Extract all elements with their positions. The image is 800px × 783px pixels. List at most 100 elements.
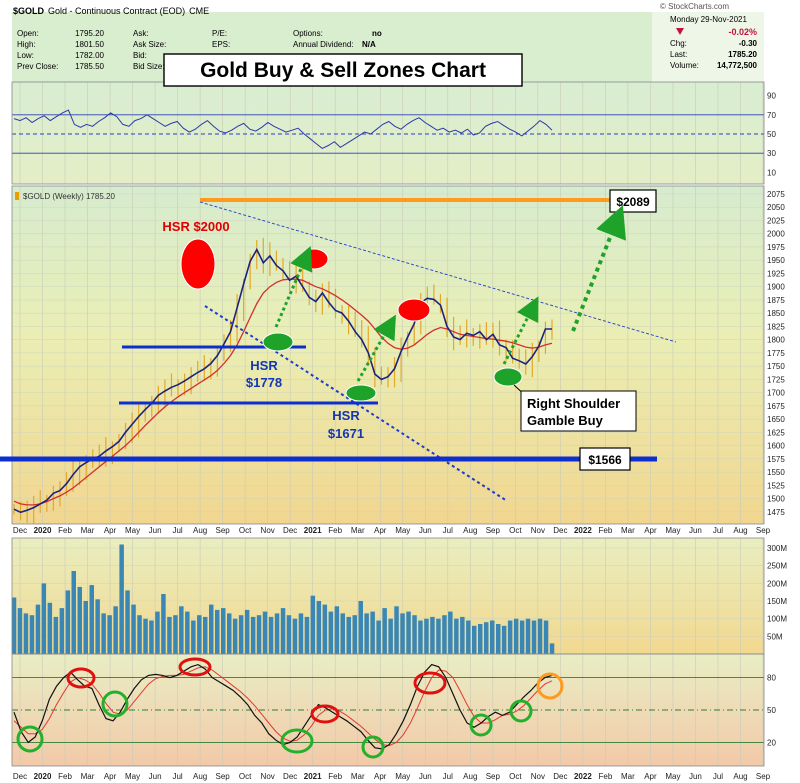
volume-bar-27 <box>173 615 178 654</box>
legend-swatch <box>15 192 19 200</box>
vol-y-tick-3: 150M <box>767 597 787 606</box>
price-y-tick-4: 1975 <box>767 243 785 252</box>
volume-bar-5 <box>41 583 47 654</box>
sell-zone-2020 <box>180 238 216 290</box>
label-hsr-2000: HSR $2000 <box>162 219 229 234</box>
x-tick-stoch-19: Jul <box>443 772 453 781</box>
volume-bar-30 <box>191 620 196 654</box>
x-tick-stoch-32: Aug <box>733 772 747 781</box>
x-tick-stoch-20: Aug <box>463 772 477 781</box>
volume-bar-70 <box>430 616 435 654</box>
volume-bar-53 <box>328 611 334 654</box>
high-label: High: <box>17 40 36 49</box>
x-tick-price-29: May <box>665 526 680 535</box>
price-line <box>13 247 552 514</box>
volume-bar-68 <box>418 620 423 654</box>
price-panel <box>13 237 553 524</box>
x-tick-price-7: Jul <box>172 526 182 535</box>
x-tick-price-21: Sep <box>486 526 501 535</box>
pe-label: P/E: <box>212 29 227 38</box>
x-tick-stoch-25: 2022 <box>574 772 592 781</box>
vol-y-tick-2: 200M <box>767 579 787 588</box>
grid-lines <box>12 82 764 766</box>
x-tick-price-5: May <box>125 526 140 535</box>
x-tick-stoch-15: Mar <box>351 772 365 781</box>
volume-bar-60 <box>370 611 375 654</box>
volume-bar-51 <box>316 601 322 654</box>
quote-box <box>652 12 764 82</box>
volume-bar-69 <box>424 618 429 654</box>
volume-bar-39 <box>244 609 250 654</box>
volume-bar-81 <box>496 624 501 654</box>
volume-bar-73 <box>448 611 453 654</box>
volume-panel <box>11 544 555 655</box>
volume-bar-31 <box>197 615 202 654</box>
volume-bar-79 <box>484 622 489 654</box>
price-y-tick-20: 1575 <box>767 455 785 464</box>
price-y-tick-12: 1775 <box>767 349 785 358</box>
volume-bar-56 <box>346 616 351 654</box>
volume-bar-46 <box>286 615 292 654</box>
volume-bar-71 <box>436 618 441 654</box>
label-1566: $1566 <box>588 453 622 467</box>
volume-bar-8 <box>59 608 65 654</box>
price-y-tick-9: 1850 <box>767 309 785 318</box>
volume-bar-52 <box>322 604 328 654</box>
label-hsr-1778-b: $1778 <box>246 375 282 390</box>
stoch-y-tick-0: 80 <box>767 674 776 683</box>
volume-bar-38 <box>238 615 244 654</box>
x-tick-stoch-22: Oct <box>509 772 522 781</box>
stoch-buy-circle-6 <box>509 699 533 723</box>
x-tick-price-15: Mar <box>351 526 365 535</box>
price-y-tick-13: 1750 <box>767 362 785 371</box>
volume-bar-61 <box>376 620 381 654</box>
symbol: $GOLD <box>13 6 45 16</box>
symbol-desc: Gold - Continuous Contract (EOD) <box>48 6 185 16</box>
x-tick-stoch-2: Feb <box>58 772 72 781</box>
rsi-y-tick-4: 10 <box>767 168 776 177</box>
volume-bar-57 <box>352 615 357 654</box>
x-tick-stoch-14: Feb <box>328 772 342 781</box>
price-y-tick-5: 1950 <box>767 256 785 265</box>
price-y-tick-6: 1925 <box>767 269 785 278</box>
x-tick-stoch-24: Dec <box>553 772 567 781</box>
volume-panel-bg <box>12 538 764 654</box>
dividend-label: Annual Dividend: <box>293 40 353 49</box>
exchange: CME <box>189 6 209 16</box>
x-tick-price-2: Feb <box>58 526 72 535</box>
prevclose-value: 1785.50 <box>75 62 104 71</box>
label-2089: $2089 <box>616 195 650 209</box>
x-tick-stoch-17: May <box>395 772 410 781</box>
asksize-label: Ask Size: <box>133 40 166 49</box>
chart-title: Gold Buy & Sell Zones Chart <box>200 59 486 82</box>
box-1566 <box>579 447 631 471</box>
price-y-tick-23: 1500 <box>767 495 785 504</box>
volume-bar-1 <box>17 608 23 654</box>
volume-bar-90 <box>549 643 555 654</box>
volume-bar-43 <box>268 616 274 654</box>
x-tick-stoch-3: Mar <box>81 772 95 781</box>
volume-bar-11 <box>77 586 82 654</box>
volume-bar-34 <box>215 609 220 654</box>
up-arrow-2 <box>356 314 396 382</box>
volume-bar-63 <box>388 618 393 654</box>
volume-bar-16 <box>107 615 112 654</box>
price-y-tick-14: 1725 <box>767 375 785 384</box>
x-tick-stoch-8: Aug <box>193 772 207 781</box>
label-hsr-1778-a: HSR <box>250 358 278 373</box>
x-tick-price-26: Feb <box>598 526 612 535</box>
x-tick-stoch-10: Oct <box>239 772 252 781</box>
volume-bar-58 <box>358 601 363 654</box>
x-tick-price-9: Sep <box>216 526 231 535</box>
volume-bar-77 <box>472 625 477 655</box>
x-tick-price-8: Aug <box>193 526 207 535</box>
volume-bar-87 <box>531 620 537 654</box>
prevclose-label: Prev Close: <box>17 62 58 71</box>
volume-bar-67 <box>412 615 417 654</box>
change-pct: -0.02% <box>728 27 757 37</box>
volume-bar-59 <box>364 613 369 654</box>
rsi-panel-bg <box>12 82 764 184</box>
x-tick-stoch-26: Feb <box>598 772 612 781</box>
